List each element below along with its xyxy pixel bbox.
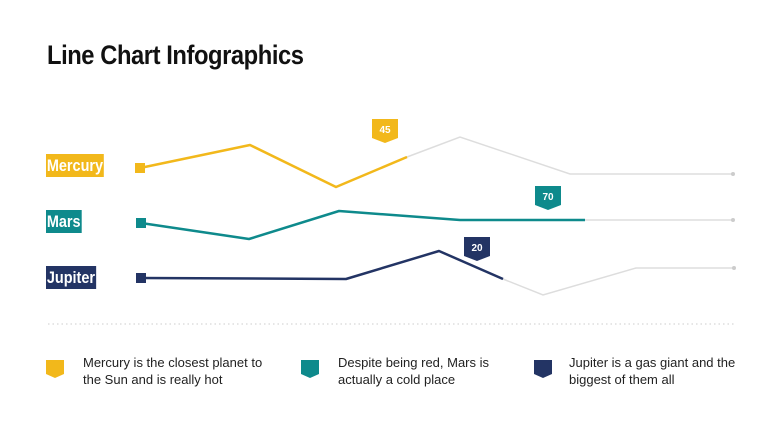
series-label-mars: Mars (46, 210, 82, 233)
value-label-mercury: 45 (379, 125, 391, 136)
legend-marker-icon (46, 360, 64, 378)
track-end-dot-mercury (731, 172, 735, 176)
value-badge-mercury (372, 119, 398, 143)
series-line-mars (140, 209, 585, 241)
page-title: Line Chart Infographics (47, 40, 304, 70)
value-badge-jupiter (464, 237, 490, 261)
series-line-jupiter (140, 249, 504, 281)
value-badge-mars (535, 186, 561, 210)
series-start-marker-mercury (135, 163, 145, 173)
series-line-mercury (139, 143, 408, 189)
legend-text: Despite being red, Mars is actually a co… (338, 355, 490, 387)
legend-marker-icon (534, 360, 552, 378)
series-start-marker-mars (136, 218, 146, 228)
series-label-jupiter: Jupiter (46, 266, 96, 289)
series-start-marker-jupiter (136, 273, 146, 283)
track-line-jupiter (502, 267, 734, 296)
track-end-dot-mars (731, 218, 735, 222)
legend-text: Mercury is the closest planet to the Sun… (83, 355, 263, 387)
value-label-mars: 70 (542, 192, 554, 203)
value-label-jupiter: 20 (471, 243, 483, 254)
legend-marker-icon (301, 360, 319, 378)
track-end-dot-jupiter (732, 266, 736, 270)
track-line-mercury (406, 136, 733, 175)
legend-text: Jupiter is a gas giant and the biggest o… (569, 355, 736, 387)
series-label-mercury: Mercury (46, 154, 104, 177)
